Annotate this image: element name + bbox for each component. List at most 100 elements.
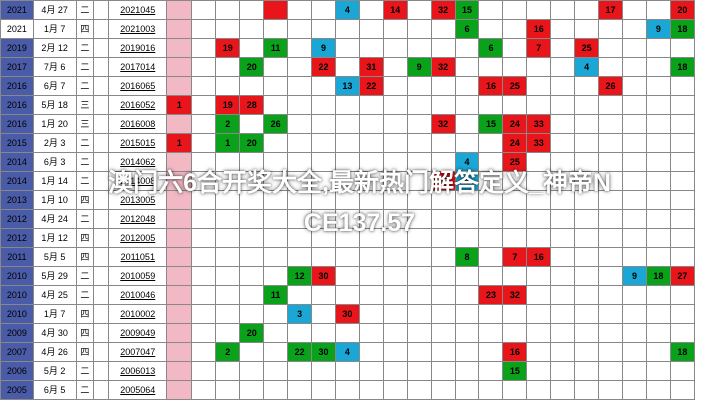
cell-empty [550,285,576,305]
cell-flag [93,361,110,381]
table-row[interactable]: 2012 1月 12 四 2012005 [0,228,719,248]
cell-number: 31 [358,57,384,77]
cell-number: 1 [166,95,193,115]
cell-issue-link[interactable]: 2011051 [108,247,168,267]
cell-empty [358,152,384,172]
cell-empty [526,76,552,96]
cell-number: 13 [334,76,360,96]
table-row[interactable]: 2014 6月 3 二 2014062 4 25 [0,152,719,172]
cell-empty [382,304,408,324]
cell-empty [430,190,456,210]
cell-number: 22 [311,57,336,77]
cell-empty [166,76,193,96]
table-row[interactable]: 2010 1月 7 四 2010002 3 30 [0,304,719,324]
cell-issue-link[interactable]: 2010002 [108,304,168,324]
cell-empty [669,209,695,229]
cell-empty [406,114,432,134]
cell-empty [526,57,552,77]
table-row[interactable]: 2017 7月 6 二 2017014 20 22 31 9 32 4 18 [0,57,719,77]
cell-empty [478,380,504,400]
cell-number: 19 [215,95,241,115]
cell-empty [645,171,671,191]
cell-weekday: 二 [75,266,95,286]
table-row[interactable]: 2014 1月 14 二 2014008 23 4 [0,171,719,191]
cell-issue-link[interactable]: 2019016 [108,38,168,58]
table-row[interactable]: 2021 4月 27 二 2021045 4 14 32 15 17 20 [0,0,719,20]
cell-empty [382,76,408,96]
table-row[interactable]: 2015 2月 3 二 2015015 1 1 20 24 33 [0,133,719,153]
cell-flag [93,57,110,77]
cell-issue-link[interactable]: 2017014 [108,57,168,77]
table-row[interactable]: 2006 5月 2 二 2006013 15 [0,361,719,381]
cell-weekday: 二 [75,57,95,77]
cell-issue-link[interactable]: 2005064 [108,380,168,400]
table-row[interactable]: 2021 1月 7 四 2021003 6 16 9 18 [0,19,719,39]
cell-weekday: 二 [75,171,95,191]
cell-empty [406,380,432,400]
cell-issue-link[interactable]: 2016052 [108,95,168,115]
cell-issue-link[interactable]: 2016008 [108,114,168,134]
cell-issue-link[interactable]: 2014008 [108,171,168,191]
table-row[interactable]: 2016 6月 7 二 2016065 13 22 16 25 26 [0,76,719,96]
cell-empty [239,19,265,39]
cell-flag [93,19,110,39]
cell-year: 2013 [0,190,34,210]
cell-empty [287,247,313,267]
cell-empty [574,380,600,400]
cell-empty [502,19,528,39]
cell-empty [287,228,313,248]
cell-issue-link[interactable]: 2012005 [108,228,168,248]
cell-empty [215,171,241,191]
cell-empty [406,76,432,96]
cell-issue-link[interactable]: 2010059 [108,266,168,286]
cell-empty [430,95,456,115]
cell-empty [311,209,336,229]
cell-year: 2012 [0,209,34,229]
cell-issue-link[interactable]: 2015015 [108,133,168,153]
cell-empty [598,114,624,134]
table-row[interactable]: 2005 6月 5 二 2005064 [0,380,719,400]
cell-issue-link[interactable]: 2009049 [108,323,168,343]
cell-empty [645,57,671,77]
cell-empty [550,380,576,400]
cell-weekday: 二 [75,38,95,58]
cell-issue-link[interactable]: 2013005 [108,190,168,210]
cell-issue-link[interactable]: 2021003 [108,19,168,39]
cell-empty [166,285,193,305]
cell-empty [526,171,552,191]
cell-empty [574,133,600,153]
cell-empty [406,133,432,153]
cell-empty [334,285,360,305]
cell-empty [358,285,384,305]
table-row[interactable]: 2010 4月 25 二 2010046 11 23 32 [0,285,719,305]
cell-empty [287,361,313,381]
table-row[interactable]: 2016 5月 18 三 2016052 1 19 28 [0,95,719,115]
cell-empty [454,190,480,210]
table-row[interactable]: 2019 2月 12 二 2019016 19 11 9 6 7 25 [0,38,719,58]
table-row[interactable]: 2007 4月 26 四 2007047 2 22 30 4 16 18 [0,342,719,362]
table-row[interactable]: 2013 1月 10 四 2013005 [0,190,719,210]
table-row[interactable]: 2016 1月 20 三 2016008 2 26 32 15 24 33 [0,114,719,134]
cell-empty [550,228,576,248]
cell-issue-link[interactable]: 2006013 [108,361,168,381]
cell-empty [239,247,265,267]
cell-number: 16 [478,76,504,96]
cell-empty [215,285,241,305]
cell-issue-link[interactable]: 2021045 [108,0,168,20]
table-row[interactable]: 2012 4月 24 二 2012048 [0,209,719,229]
cell-issue-link[interactable]: 2012048 [108,209,168,229]
cell-issue-link[interactable]: 2014062 [108,152,168,172]
cell-issue-link[interactable]: 2016065 [108,76,168,96]
table-row[interactable]: 2010 5月 29 二 2010059 12 30 9 18 27 [0,266,719,286]
cell-empty [406,209,432,229]
cell-empty [430,361,456,381]
table-row[interactable]: 2011 5月 5 四 2011051 8 7 16 [0,247,719,267]
cell-issue-link[interactable]: 2010046 [108,285,168,305]
cell-empty [358,342,384,362]
cell-empty [215,57,241,77]
table-row[interactable]: 2009 4月 30 四 2009049 20 [0,323,719,343]
cell-empty [669,323,695,343]
cell-issue-link[interactable]: 2007047 [108,342,168,362]
